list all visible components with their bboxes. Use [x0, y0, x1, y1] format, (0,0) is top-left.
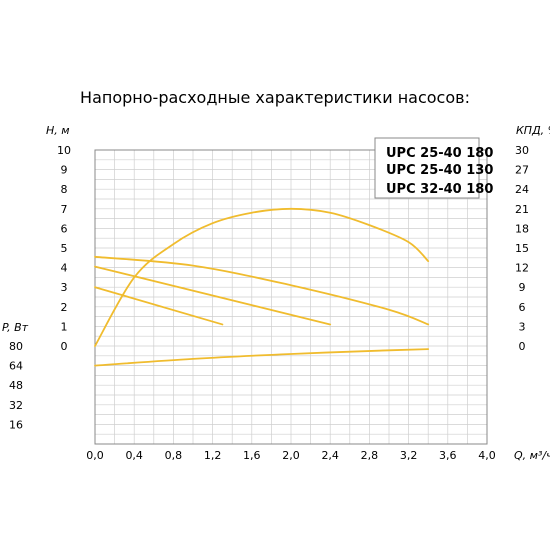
head-tick-label: 7 — [61, 203, 68, 216]
power-tick-label: 80 — [9, 340, 23, 353]
efficiency-tick-label: 21 — [515, 203, 529, 216]
head-tick-label: 8 — [61, 183, 68, 196]
x-tick-label: 3,2 — [400, 449, 418, 462]
efficiency-tick-label: 15 — [515, 242, 529, 255]
head-tick-label: 3 — [61, 281, 68, 294]
head-tick-label: 4 — [61, 262, 68, 275]
efficiency-tick-label: 6 — [519, 301, 526, 314]
efficiency-axis-label: КПД, % — [516, 124, 550, 137]
legend-entry: UPC 25-40 130 — [386, 163, 493, 178]
plot-frame — [94, 149, 488, 445]
head-tick-label: 1 — [61, 320, 68, 333]
power-curve — [94, 348, 430, 367]
efficiency-tick-label: 27 — [515, 164, 529, 177]
legend: UPC 25-40 180 UPC 25-40 130 UPC 32-40 18… — [374, 137, 493, 199]
legend-entry: UPC 32-40 180 — [386, 182, 493, 197]
x-tick-label: 0,4 — [125, 449, 143, 462]
efficiency-tick-label: 30 — [515, 144, 529, 157]
x-tick-label: 1,2 — [204, 449, 222, 462]
efficiency-tick-label: 3 — [519, 320, 526, 333]
head-tick-label: 2 — [61, 301, 68, 314]
head-tick-label: 5 — [61, 242, 68, 255]
head-tick-label: 6 — [61, 222, 68, 235]
eff-curve — [94, 207, 430, 347]
x-tick-label: 1,6 — [243, 449, 261, 462]
tick-labels: 0,0 0,4 0,8 1,2 1,6 2,0 2,4 2,8 3,2 3,6 4,00123456… — [9, 144, 529, 462]
legend-box — [374, 137, 480, 199]
efficiency-tick-label: 24 — [515, 183, 529, 196]
x-tick-label: 2,8 — [361, 449, 379, 462]
head-tick-label: 0 — [61, 340, 68, 353]
power-tick-label: 64 — [9, 360, 23, 373]
head-tick-label: 9 — [61, 164, 68, 177]
efficiency-tick-label: 12 — [515, 262, 529, 275]
power-axis-label: P, Вт — [2, 321, 29, 334]
x-tick-label: 2,4 — [321, 449, 339, 462]
x-tick-label: 0,0 — [86, 449, 104, 462]
power-tick-label: 48 — [9, 379, 23, 392]
efficiency-tick-label: 18 — [515, 222, 529, 235]
legend-entry: UPC 25-40 180 — [386, 146, 493, 161]
head-axis-label: Н, м — [46, 124, 70, 137]
efficiency-tick-label: 9 — [519, 281, 526, 294]
head-tick-label: 10 — [57, 144, 71, 157]
head-curve — [94, 255, 430, 326]
curves — [94, 207, 430, 367]
power-tick-label: 16 — [9, 418, 23, 431]
power-tick-label: 32 — [9, 399, 23, 412]
head-curve — [94, 286, 224, 326]
flow-axis-label: Q, м³/ч — [514, 449, 550, 462]
chart-title: Напорно-расходные характеристики насосов… — [80, 88, 470, 107]
efficiency-tick-label: 0 — [519, 340, 526, 353]
x-tick-label: 3,6 — [439, 449, 457, 462]
x-tick-label: 4,0 — [478, 449, 496, 462]
x-tick-label: 0,8 — [165, 449, 183, 462]
x-tick-label: 2,0 — [282, 449, 300, 462]
